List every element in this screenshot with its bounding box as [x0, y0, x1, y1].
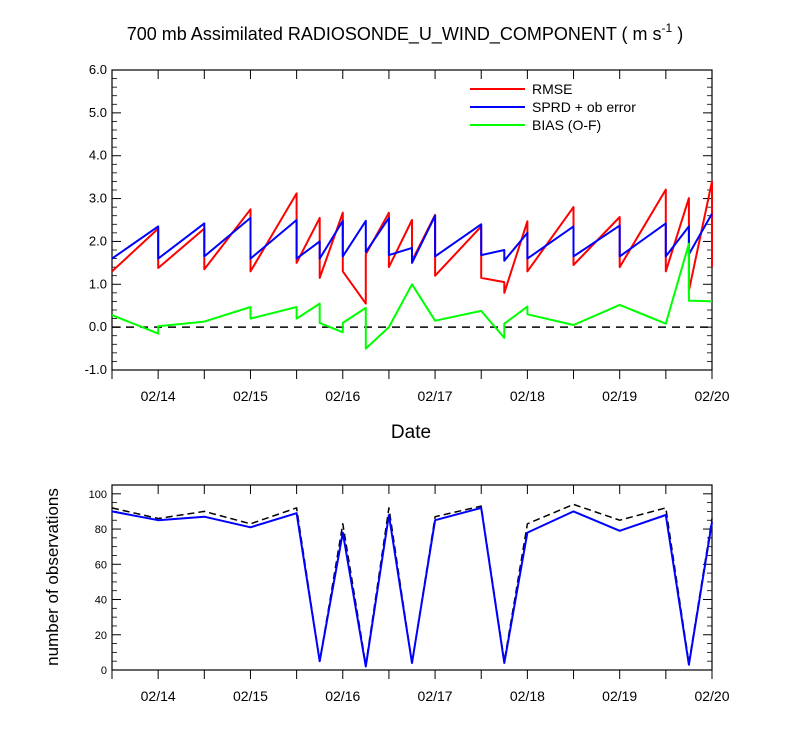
- legend-label-sprd: SPRD + ob error: [532, 99, 636, 115]
- legend-label-bias: BIAS (O-F): [532, 117, 601, 133]
- top-chart-title: 700 mb Assimilated RADIOSONDE_U_WIND_COM…: [127, 21, 683, 45]
- top-chart-xtick-label: 02/15: [233, 388, 268, 404]
- bottom-chart-xtick-label: 02/18: [510, 688, 545, 704]
- top-chart-xtick-label: 02/16: [325, 388, 360, 404]
- bottom-chart-series-observations-assimilated: [111, 506, 713, 668]
- top-chart-xtick-label: 02/20: [694, 388, 729, 404]
- bottom-chart-series-observations-possible: [111, 503, 713, 666]
- bottom-chart-ytick-label: 100: [89, 489, 107, 501]
- bottom-chart-xtick-label: 02/16: [325, 688, 360, 704]
- bottom-chart-xtick-label: 02/14: [141, 688, 176, 704]
- bottom-chart-ylabel: number of observations: [43, 488, 62, 666]
- bottom-chart-ytick-label: 0: [101, 665, 107, 677]
- bottom-chart-xtick-label: 02/15: [233, 688, 268, 704]
- bottom-chart: 0 20 40 60 80 100 02/14 02/15 02/16 02/17 02/18 02/…: [89, 484, 730, 704]
- top-chart-ytick-label: 4.0: [89, 148, 107, 163]
- bottom-chart-xtick-label: 02/19: [602, 688, 637, 704]
- top-chart: -1.0 0.0 1.0 2.0 3.0 4.0 5.0 6.0 02/14 02/15 02/16…: [85, 62, 730, 404]
- top-chart-ytick-label: 3.0: [89, 191, 107, 206]
- top-chart-ytick-label: 2.0: [89, 233, 107, 248]
- bottom-chart-xtick-label: 02/20: [694, 688, 729, 704]
- top-chart-ytick-label: -1.0: [85, 362, 107, 377]
- bottom-chart-ytick-label: 80: [95, 524, 107, 536]
- top-chart-xlabel: Date: [391, 422, 431, 443]
- top-chart-xtick-label: 02/18: [510, 388, 545, 404]
- top-chart-xtick-label: 02/17: [418, 388, 453, 404]
- top-chart-ytick-label: 6.0: [89, 62, 107, 77]
- top-chart-series-bias-o-f: [111, 242, 713, 350]
- top-chart-ytick-label: 0.0: [89, 319, 107, 334]
- top-chart-ytick-label: 5.0: [89, 105, 107, 120]
- top-chart-ytick-label: 1.0: [89, 276, 107, 291]
- bottom-chart-ytick-label: 20: [95, 630, 107, 642]
- legend-label-rmse: RMSE: [532, 81, 572, 97]
- bottom-chart-xtick-label: 02/17: [418, 688, 453, 704]
- bottom-chart-plot-frame: [111, 484, 713, 671]
- bottom-chart-ytick-label: 60: [95, 559, 107, 571]
- bottom-chart-ytick-label: 40: [95, 595, 107, 607]
- legend: RMSE SPRD + ob error BIAS (O-F): [470, 81, 636, 133]
- top-chart-xtick-label: 02/14: [141, 388, 176, 404]
- top-chart-series-sprd-ob-error: [111, 213, 713, 264]
- top-chart-xtick-label: 02/19: [602, 388, 637, 404]
